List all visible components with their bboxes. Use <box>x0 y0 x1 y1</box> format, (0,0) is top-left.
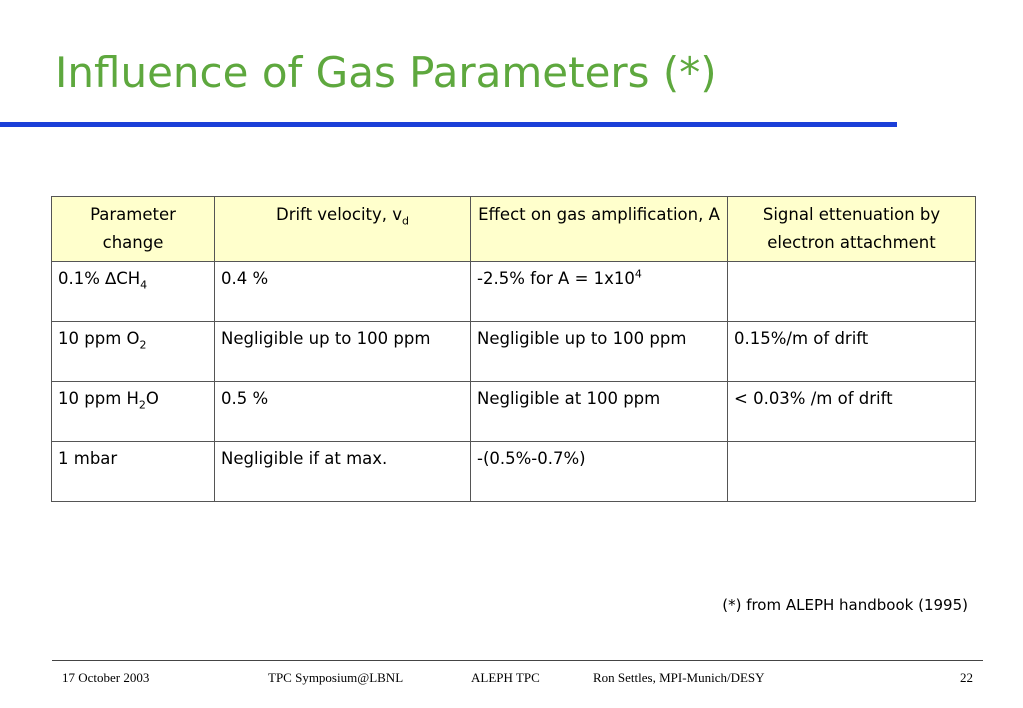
table-row: 0.1% ∆CH4 0.4 % -2.5% for A = 1x104 <box>51 261 976 322</box>
table-cell: 0.5 % <box>214 381 471 442</box>
table: Parameter change Drift velocity, vd Effect… <box>51 196 976 502</box>
footer-rule <box>52 660 983 661</box>
table-cell <box>727 441 976 502</box>
superscript: 4 <box>634 267 642 281</box>
table-row: 10 ppm H2O 0.5 % Negligible at 100 ppm < 0.… <box>51 381 976 442</box>
page-number: 22 <box>960 670 973 685</box>
table-cell: 10 ppm H2O <box>51 381 215 442</box>
text-run: -2.5% for A = 1x10 <box>477 269 635 288</box>
header-cell: Effect on gas amplification, A <box>470 196 728 262</box>
footnote: (*) from ALEPH handbook (1995) <box>722 596 968 614</box>
header-cell: Drift velocity, vd <box>214 196 471 262</box>
subscript: d <box>402 214 410 228</box>
table-cell: 0.4 % <box>214 261 471 322</box>
text-run: 10 ppm O <box>58 329 140 348</box>
table-cell: Negligible if at max. <box>214 441 471 502</box>
table-cell: 1 mbar <box>51 441 215 502</box>
table-cell: 0.15%/m of drift <box>727 321 976 382</box>
header-cell: Signal ettenuation by electron attachmen… <box>727 196 976 262</box>
footer-date: 17 October 2003 <box>62 670 150 685</box>
table-row: 10 ppm O2 Negligible up to 100 ppm Negligi… <box>51 321 976 382</box>
footer-project: ALEPH TPC <box>471 670 540 685</box>
table-cell: -(0.5%-0.7%) <box>470 441 728 502</box>
table-cell: Negligible at 100 ppm <box>470 381 728 442</box>
table-cell: -2.5% for A = 1x104 <box>470 261 728 322</box>
table-row: 1 mbar Negligible if at max. -(0.5%-0.7%) <box>51 441 976 502</box>
table-cell: < 0.03% /m of drift <box>727 381 976 442</box>
footer-event: TPC Symposium@LBNL <box>268 670 404 685</box>
table-cell: 0.1% ∆CH4 <box>51 261 215 322</box>
subscript: 2 <box>138 398 146 412</box>
header-cell: Parameter change <box>51 196 215 262</box>
footer-author: Ron Settles, MPI-Munich/DESY <box>593 670 765 685</box>
title-rule <box>0 122 897 127</box>
header-row: Parameter change Drift velocity, vd Effect… <box>51 196 976 262</box>
table-cell: Negligible up to 100 ppm <box>214 321 471 382</box>
table-cell <box>727 261 976 322</box>
text-run: Drift velocity, v <box>275 205 403 224</box>
subscript: 4 <box>140 278 148 292</box>
text-run: 10 ppm H <box>58 389 139 408</box>
subscript: 2 <box>139 338 147 352</box>
slide-title: Influence of Gas Parameters (*) <box>55 48 717 97</box>
table-cell: 10 ppm O2 <box>51 321 215 382</box>
text-run: O <box>145 389 159 408</box>
text-run: 0.1% ∆CH <box>58 269 141 288</box>
table-cell: Negligible up to 100 ppm <box>470 321 728 382</box>
